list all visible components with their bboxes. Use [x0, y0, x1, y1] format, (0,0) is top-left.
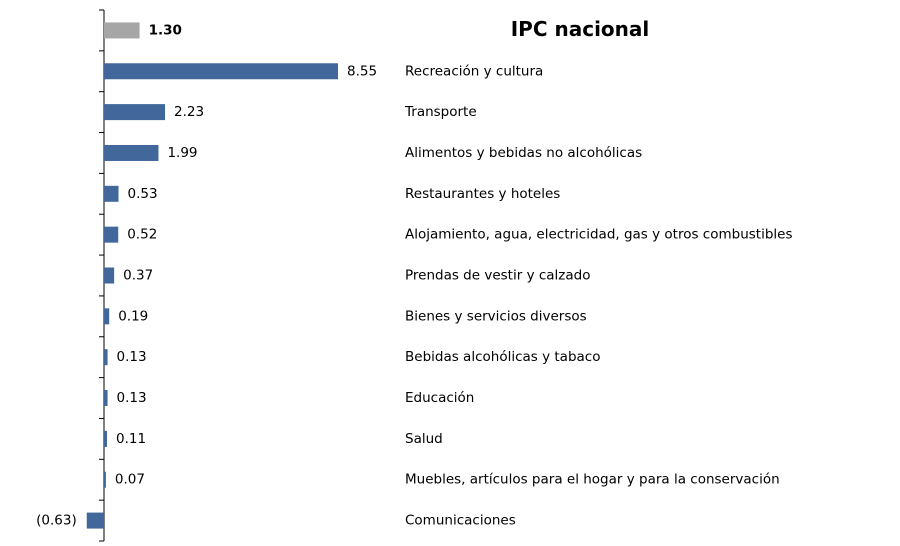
category-label: Educación	[405, 390, 474, 406]
value-label: 0.52	[127, 227, 157, 243]
bar	[104, 390, 108, 407]
category-label: Alojamiento, agua, electricidad, gas y o…	[405, 227, 793, 243]
value-label: 2.23	[174, 104, 204, 120]
bar	[104, 471, 106, 488]
bar	[104, 226, 119, 243]
category-label: Prendas de vestir y calzado	[405, 268, 590, 284]
bar	[104, 63, 338, 80]
category-label: Recreación y cultura	[405, 63, 543, 79]
bar	[104, 22, 140, 39]
bar	[104, 185, 119, 202]
category-label: Alimentos y bebidas no alcohólicas	[405, 145, 642, 161]
bar	[86, 512, 104, 529]
category-label: Bebidas alcohólicas y tabaco	[405, 349, 600, 365]
value-label: 0.53	[128, 186, 158, 202]
value-label: (0.63)	[36, 513, 77, 529]
category-label: Bienes y servicios diversos	[405, 308, 587, 324]
bar	[104, 267, 115, 284]
value-label: 0.19	[118, 308, 148, 324]
value-label: 1.30	[149, 22, 182, 38]
value-label: 0.13	[117, 349, 147, 365]
bar	[104, 349, 108, 366]
category-label: Transporte	[404, 104, 477, 120]
bar	[104, 144, 159, 161]
category-label: Restaurantes y hoteles	[405, 186, 560, 202]
value-label: 0.13	[117, 390, 147, 406]
category-label: Muebles, artículos para el hogar y para …	[405, 472, 780, 488]
value-label: 0.37	[123, 268, 153, 284]
value-label: 0.11	[116, 431, 146, 447]
category-label: IPC nacional	[511, 17, 650, 41]
bar	[104, 104, 166, 121]
category-label: Comunicaciones	[405, 513, 516, 529]
bar	[104, 430, 108, 447]
value-label: 8.55	[347, 63, 377, 79]
value-label: 0.07	[115, 472, 145, 488]
bar	[104, 308, 110, 325]
value-label: 1.99	[167, 145, 197, 161]
category-label: Salud	[405, 431, 443, 447]
